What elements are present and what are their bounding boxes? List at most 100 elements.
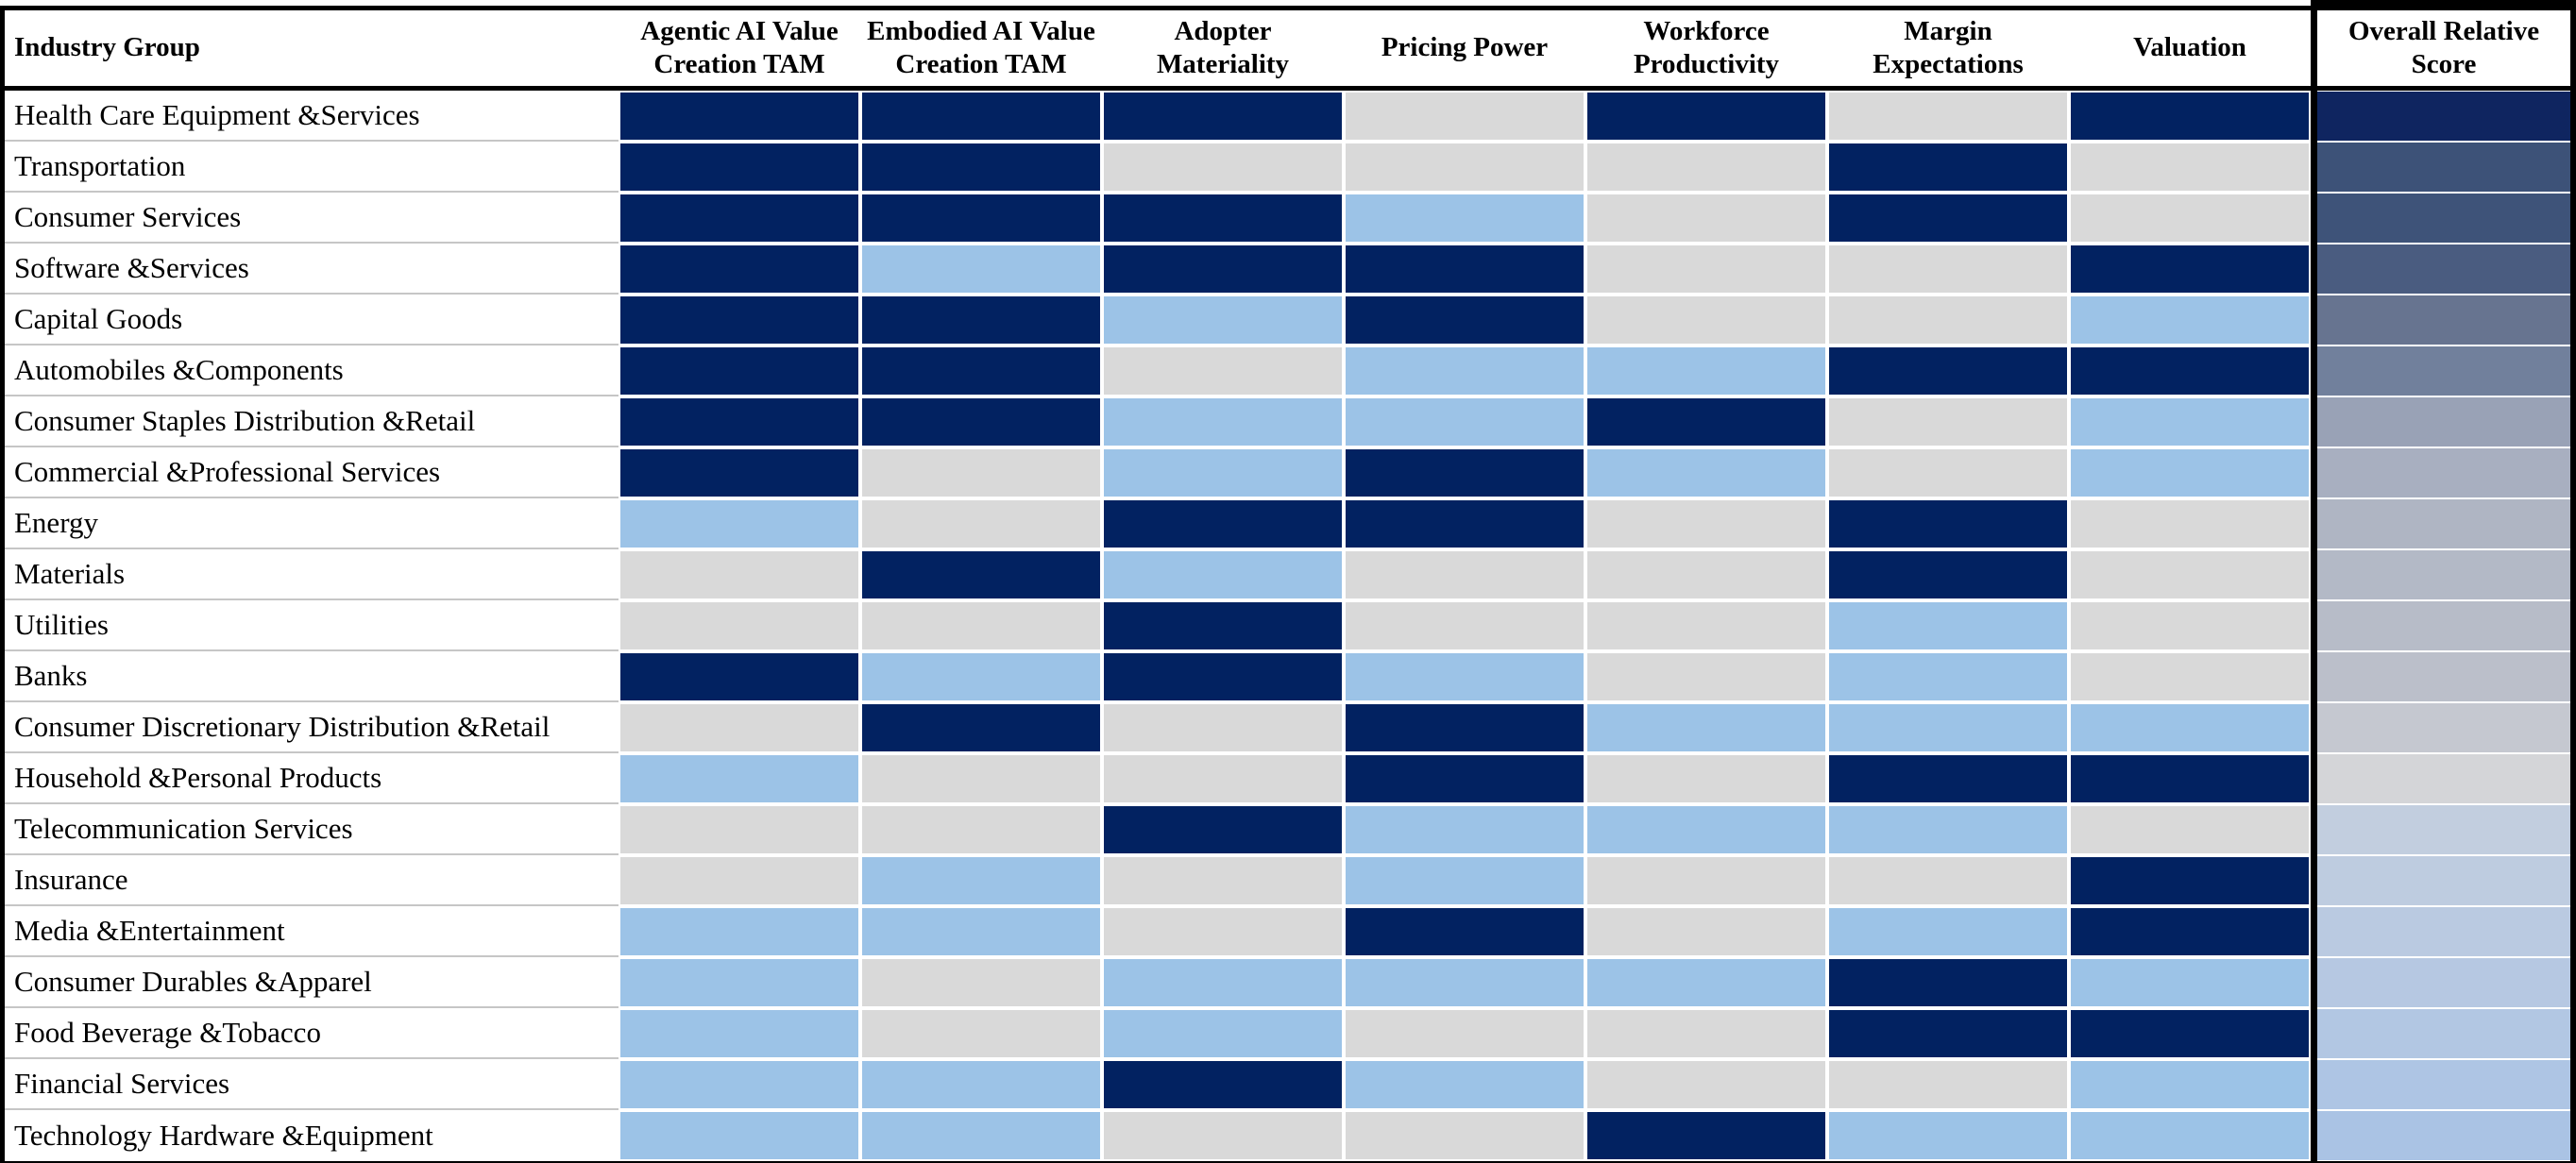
score-cell-gray bbox=[1102, 753, 1344, 804]
score-cell-light bbox=[619, 957, 860, 1008]
score-cell-light bbox=[860, 1110, 1102, 1161]
overall-score-cell bbox=[2311, 396, 2576, 447]
score-cell-gray bbox=[1344, 600, 1585, 651]
table-row: Health Care Equipment &Services bbox=[5, 91, 2576, 142]
column-header-agentic-ai-value-creation-tam: Agentic AI Value Creation TAM bbox=[640, 15, 839, 79]
overall-score-cell bbox=[2311, 447, 2576, 498]
score-cell-gray bbox=[1585, 142, 1827, 193]
score-cell-dark bbox=[619, 651, 860, 702]
overall-score-cell bbox=[2311, 193, 2576, 244]
score-cell-dark bbox=[1585, 1110, 1827, 1161]
row-label: Household &Personal Products bbox=[5, 753, 619, 804]
row-label: Energy bbox=[5, 498, 619, 549]
table-row: Technology Hardware &Equipment bbox=[5, 1110, 2576, 1161]
table-row: Materials bbox=[5, 549, 2576, 600]
score-cell-gray bbox=[2069, 142, 2311, 193]
column-header-pricing-power: Pricing Power bbox=[1381, 32, 1549, 63]
score-cell-light bbox=[619, 753, 860, 804]
score-cell-light bbox=[1102, 396, 1344, 447]
score-cell-gray bbox=[860, 957, 1102, 1008]
score-cell-dark bbox=[1827, 193, 2069, 244]
score-cell-gray bbox=[1102, 906, 1344, 957]
table-row: Software &Services bbox=[5, 244, 2576, 295]
score-cell-dark bbox=[1102, 91, 1344, 142]
score-cell-dark bbox=[2069, 753, 2311, 804]
column-header-workforce-productivity: Workforce Productivity bbox=[1633, 15, 1780, 79]
score-cell-light bbox=[1102, 447, 1344, 498]
score-cell-dark bbox=[1585, 396, 1827, 447]
overall-score-cell bbox=[2311, 906, 2576, 957]
score-cell-light bbox=[860, 651, 1102, 702]
table-row: Telecommunication Services bbox=[5, 804, 2576, 855]
score-cell-dark bbox=[619, 447, 860, 498]
row-label: Materials bbox=[5, 549, 619, 600]
score-cell-gray bbox=[1585, 1059, 1827, 1110]
row-label: Transportation bbox=[5, 142, 619, 193]
score-cell-dark bbox=[619, 142, 860, 193]
score-cell-light bbox=[1827, 804, 2069, 855]
score-cell-gray bbox=[2069, 498, 2311, 549]
score-cell-gray bbox=[1102, 1110, 1344, 1161]
score-cell-dark bbox=[1827, 346, 2069, 396]
score-cell-light bbox=[1585, 346, 1827, 396]
score-cell-dark bbox=[1344, 498, 1585, 549]
overall-score-cell bbox=[2311, 498, 2576, 549]
score-cell-gray bbox=[619, 600, 860, 651]
score-cell-gray bbox=[1585, 1008, 1827, 1059]
score-cell-gray bbox=[1102, 855, 1344, 906]
score-cell-light bbox=[1344, 396, 1585, 447]
overall-score-cell bbox=[2311, 1110, 2576, 1161]
score-cell-dark bbox=[1827, 753, 2069, 804]
score-cell-gray bbox=[1827, 91, 2069, 142]
score-cell-dark bbox=[1827, 957, 2069, 1008]
row-label: Consumer Services bbox=[5, 193, 619, 244]
overall-score-cell bbox=[2311, 549, 2576, 600]
score-cell-dark bbox=[619, 244, 860, 295]
row-label: Media &Entertainment bbox=[5, 906, 619, 957]
score-cell-gray bbox=[1585, 193, 1827, 244]
score-cell-light bbox=[1585, 702, 1827, 753]
score-cell-gray bbox=[1827, 396, 2069, 447]
table-row: Banks bbox=[5, 651, 2576, 702]
score-cell-dark bbox=[1102, 600, 1344, 651]
score-cell-light bbox=[1827, 651, 2069, 702]
table-row: Consumer Discretionary Distribution &Ret… bbox=[5, 702, 2576, 753]
table-row: Commercial &Professional Services bbox=[5, 447, 2576, 498]
score-cell-dark bbox=[1827, 1008, 2069, 1059]
score-cell-light bbox=[860, 855, 1102, 906]
score-cell-light bbox=[1585, 804, 1827, 855]
score-cell-light bbox=[1344, 957, 1585, 1008]
header-row: Industry Group Agentic AI Value Creation … bbox=[5, 10, 2576, 91]
score-cell-dark bbox=[1344, 244, 1585, 295]
score-cell-light bbox=[1344, 193, 1585, 244]
table-row: Automobiles &Components bbox=[5, 346, 2576, 396]
row-label: Commercial &Professional Services bbox=[5, 447, 619, 498]
score-cell-gray bbox=[1827, 855, 2069, 906]
score-cell-gray bbox=[1344, 1008, 1585, 1059]
table-row: Capital Goods bbox=[5, 295, 2576, 346]
score-cell-dark bbox=[1344, 906, 1585, 957]
row-label: Food Beverage &Tobacco bbox=[5, 1008, 619, 1059]
score-cell-dark bbox=[1102, 193, 1344, 244]
score-cell-gray bbox=[1585, 906, 1827, 957]
score-cell-gray bbox=[860, 600, 1102, 651]
score-cell-gray bbox=[2069, 600, 2311, 651]
score-cell-gray bbox=[1827, 244, 2069, 295]
score-cell-light bbox=[1827, 1110, 2069, 1161]
score-cell-gray bbox=[1344, 142, 1585, 193]
score-cell-gray bbox=[1585, 855, 1827, 906]
score-cell-dark bbox=[2069, 855, 2311, 906]
row-label: Health Care Equipment &Services bbox=[5, 91, 619, 142]
score-cell-light bbox=[619, 498, 860, 549]
column-header-margin-expectations: Margin Expectations bbox=[1873, 15, 2024, 79]
column-header-industry-group: Industry Group bbox=[14, 32, 200, 63]
table-row: Insurance bbox=[5, 855, 2576, 906]
score-cell-light bbox=[860, 244, 1102, 295]
score-cell-light bbox=[1102, 957, 1344, 1008]
table-row: Consumer Staples Distribution &Retail bbox=[5, 396, 2576, 447]
overall-score-cell bbox=[2311, 804, 2576, 855]
score-cell-gray bbox=[1102, 702, 1344, 753]
score-cell-dark bbox=[2069, 346, 2311, 396]
score-cell-light bbox=[860, 1059, 1102, 1110]
score-cell-gray bbox=[2069, 804, 2311, 855]
